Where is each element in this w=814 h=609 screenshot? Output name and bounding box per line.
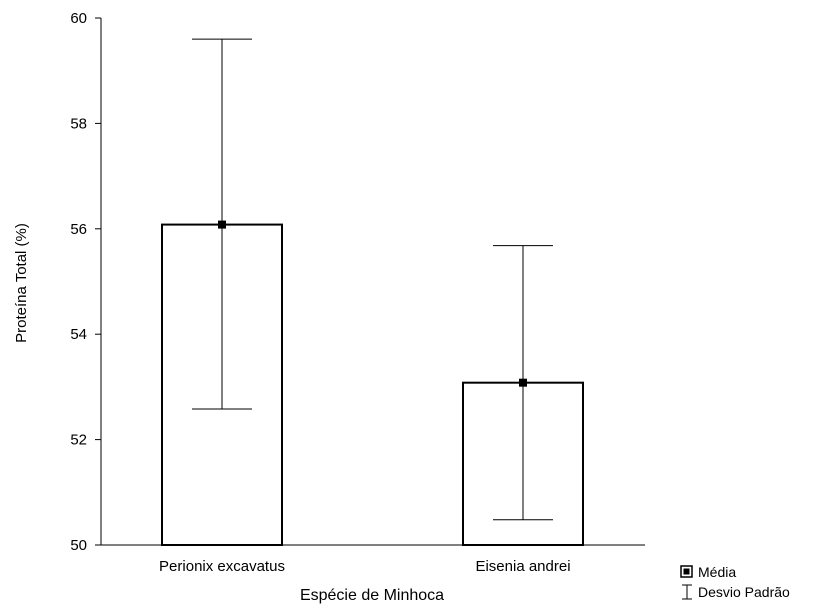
x-axis-title: Espécie de Minhoca bbox=[300, 587, 444, 604]
legend-square-inner-icon bbox=[683, 568, 690, 575]
legend: Média Desvio Padrão bbox=[680, 564, 790, 600]
x-tick-label: Eisenia andrei bbox=[475, 558, 570, 575]
mean-marker bbox=[519, 378, 527, 387]
legend-item-desvio: Desvio Padrão bbox=[682, 584, 790, 600]
mean-marker bbox=[218, 220, 226, 229]
x-tick-labels: Perionix excavatus Eisenia andrei bbox=[159, 558, 570, 575]
legend-item-media: Média bbox=[680, 564, 736, 580]
y-tick-label: 60 bbox=[70, 10, 87, 27]
error-bars bbox=[192, 38, 553, 521]
legend-label-media: Média bbox=[698, 564, 736, 580]
y-tick-label: 52 bbox=[70, 432, 87, 449]
y-ticks: 50 52 54 56 58 60 bbox=[70, 10, 101, 554]
y-tick-label: 50 bbox=[70, 537, 87, 554]
x-tick-label: Perionix excavatus bbox=[159, 558, 285, 575]
y-tick-label: 58 bbox=[70, 115, 87, 132]
y-axis-title: Proteína Total (%) bbox=[13, 223, 30, 343]
y-tick-label: 54 bbox=[70, 326, 87, 343]
y-tick-label: 56 bbox=[70, 221, 87, 238]
legend-label-desvio: Desvio Padrão bbox=[698, 584, 790, 600]
